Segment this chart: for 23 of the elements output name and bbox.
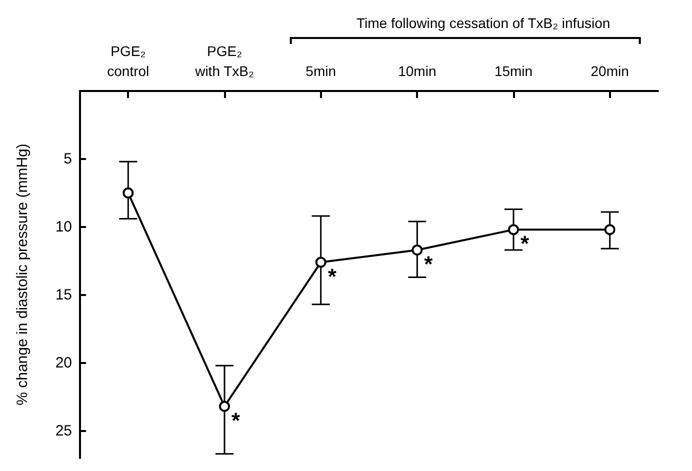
y-axis-title: % change in diastolic pressure (mmHg) bbox=[14, 144, 31, 406]
point bbox=[219, 400, 230, 412]
annotation: * bbox=[520, 231, 530, 256]
y-tick-label: 20 bbox=[55, 354, 72, 372]
x-tick-label: PGE₂ control bbox=[107, 43, 150, 79]
y-tick-label: 25 bbox=[55, 422, 72, 440]
x-tick-label: PGE₂ with TxB₂ bbox=[194, 43, 254, 79]
annotation: * bbox=[232, 408, 240, 433]
x-tick-label: 20min bbox=[590, 63, 629, 79]
y-tick-label: 15 bbox=[55, 286, 72, 304]
text: Time following cessation of TxB₂ infusion bbox=[356, 15, 610, 31]
x-tick-label: 10min bbox=[398, 63, 436, 79]
point bbox=[315, 256, 326, 268]
annotation: * bbox=[328, 264, 337, 289]
point bbox=[604, 224, 616, 236]
annotation: * bbox=[424, 252, 434, 277]
y-tick-label: 10 bbox=[55, 218, 72, 236]
point bbox=[412, 244, 423, 256]
y-tick-label: 5 bbox=[64, 150, 72, 168]
point bbox=[122, 187, 134, 198]
point bbox=[508, 224, 519, 236]
x-tick-label: 5min bbox=[306, 63, 336, 79]
x-tick-label: 15min bbox=[494, 63, 533, 79]
